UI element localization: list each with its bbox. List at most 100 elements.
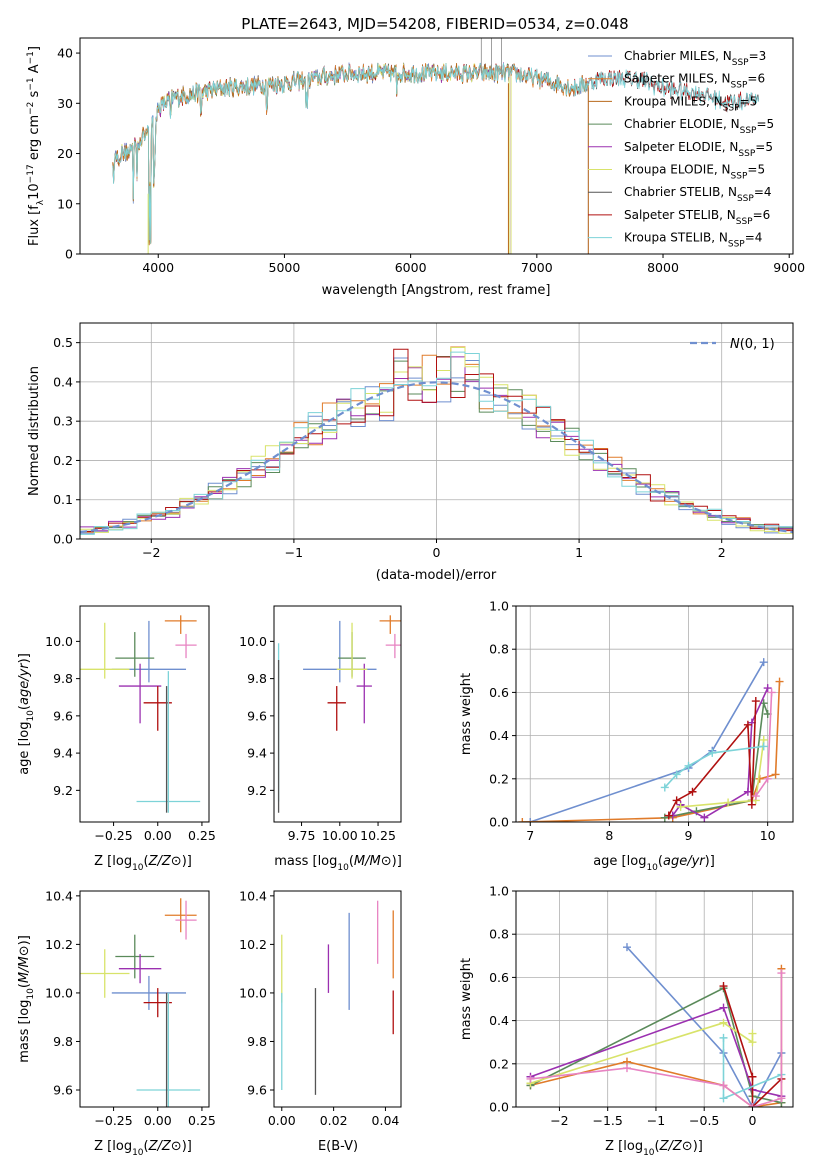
plot-area	[526, 943, 786, 1107]
data-point	[763, 774, 772, 783]
series-line	[722, 985, 782, 1107]
y-tick-label: 0.2	[489, 1056, 509, 1071]
axes-frame: −2 −1.5 −1 −0.5 0 0.0 0.2 0.4 0.6 0.8 1.0	[489, 884, 794, 1128]
label-part: Chabrier STELIB, N	[624, 185, 737, 199]
age-weight-panel: 7 8 9 10 0.0 0.2 0.4 0.6 0.8 1.0	[489, 599, 794, 843]
spectrum-kroupa-stelib	[112, 62, 760, 244]
label-part: M/M⊙	[17, 945, 32, 983]
y-tick-label: 0.4	[489, 728, 509, 743]
data-point	[747, 800, 756, 809]
y-axis-label: mass weight	[459, 958, 474, 1040]
label-part: =6	[753, 208, 771, 222]
z-age-panel: −0.25 0.00 0.25 9.2 9.4 9.6 9.8 10.0	[45, 605, 216, 843]
label-part: 10	[26, 988, 36, 1000]
plot-area	[112, 38, 760, 254]
x-tick-label: 2	[718, 545, 726, 560]
data-point	[771, 770, 780, 779]
x-tick-label: 10.25	[360, 828, 396, 843]
x-tick-label: −2	[550, 1113, 568, 1128]
x-tick-label: 0	[433, 545, 441, 560]
data-point	[719, 1081, 728, 1090]
legend-entry-chabrier-miles: Chabrier MILES, NSSP=3	[624, 49, 766, 68]
label-part: 10	[646, 863, 658, 873]
axes-frame-rect	[79, 890, 210, 1108]
y-tick-label: 9.4	[247, 746, 267, 761]
y-tick-label: 10.0	[45, 985, 73, 1000]
label-part: 10	[132, 863, 144, 873]
label-part: s	[27, 90, 42, 101]
y-tick-label: 0.1	[53, 492, 73, 507]
label-part: )]	[392, 854, 402, 869]
data-point	[719, 1033, 728, 1042]
plot-area	[80, 615, 201, 813]
series-pink	[751, 688, 776, 801]
y-axis-label: mass [log10(M/M⊙)]	[17, 935, 36, 1063]
errorbar-pink	[175, 900, 197, 940]
plot-area	[518, 658, 784, 822]
y-tick-label: 10.0	[45, 634, 73, 649]
y-tick-label: 0.0	[489, 1100, 509, 1115]
x-tick-label: 0.00	[268, 1113, 296, 1128]
axes-frame: −0.25 0.00 0.25 9.2 9.4 9.6 9.8 10.0	[45, 605, 216, 843]
label-part: Chabrier ELODIE, N	[624, 117, 740, 131]
errorbar-chabrier-elodie	[115, 632, 155, 677]
label-part: Salpeter STELIB, N	[624, 208, 736, 222]
data-point	[688, 787, 697, 796]
label-part: SSP	[728, 240, 745, 250]
y-tick-label: 10.2	[239, 937, 267, 952]
x-tick-label: 0.04	[372, 1113, 400, 1128]
x-axis-label: Z [log10(Z/Z⊙)]	[94, 1139, 192, 1158]
y-tick-label: 1.0	[489, 884, 509, 899]
label-part: =5	[747, 163, 765, 177]
axes-frame: 4000 5000 6000 7000 8000 9000 0 10 20 30 40	[57, 37, 805, 275]
y-tick-label: 0.0	[53, 532, 73, 547]
y-tick-label: 20	[57, 146, 73, 161]
label-part: age [log	[593, 854, 646, 869]
label-part: Kroupa MILES, N	[624, 94, 723, 108]
legend-entry-normal: N(0, 1)	[730, 337, 775, 352]
axes-frame: 9.75 10.00 10.25 9.2 9.4 9.6 9.8 10.0	[239, 605, 402, 843]
label-part: Salpeter MILES, N	[624, 72, 731, 86]
y-tick-label: 40	[57, 46, 73, 61]
label-part: erg cm	[27, 115, 42, 164]
data-point	[759, 658, 768, 667]
y-tick-label: 9.6	[53, 1083, 73, 1098]
errorbar-salpeter-miles	[379, 615, 401, 634]
label-part: )]	[182, 854, 192, 869]
x-tick-label: −0.25	[94, 1113, 132, 1128]
y-tick-label: 0.5	[53, 335, 73, 350]
legend-entry-salpeter-elodie: Salpeter ELODIE, NSSP=5	[624, 140, 773, 159]
errorbar-kroupa-stelib	[136, 992, 201, 1107]
label-part: (	[144, 1139, 149, 1154]
data-point	[664, 811, 673, 820]
label-part: Flux [f	[27, 205, 42, 246]
data-point	[751, 697, 760, 706]
x-tick-label: 5000	[269, 260, 301, 275]
z-mass-panel: −0.25 0.00 0.25 9.6 9.8 10.0 10.2 10.4	[45, 888, 216, 1128]
data-point	[622, 1064, 631, 1073]
axes-frame-rect	[515, 890, 794, 1108]
data-point	[759, 742, 768, 751]
data-point	[748, 1103, 757, 1107]
legend: Chabrier MILES, NSSP=3 Salpeter MILES, N S…	[588, 49, 774, 250]
x-tick-label: 0.00	[144, 1113, 172, 1128]
x-axis-label: E(B-V)	[318, 1139, 358, 1154]
data-point	[684, 761, 693, 770]
label-part: Z [log	[605, 1139, 643, 1154]
y-tick-label: 0.0	[489, 815, 509, 830]
y-tick-label: 9.8	[247, 671, 267, 686]
errorbar-kroupa-stelib	[136, 671, 201, 813]
series-line	[667, 700, 757, 816]
y-tick-label: 9.2	[53, 783, 73, 798]
label-part: (0, 1)	[740, 337, 775, 352]
label-part: Z/Z⊙	[659, 1139, 693, 1154]
errorbar-chabrier-miles	[111, 975, 187, 1010]
y-tick-label: 9.6	[247, 708, 267, 723]
y-tick-label: 30	[57, 96, 73, 111]
label-part: 10	[27, 183, 42, 200]
errorbar-kroupa-elodie	[80, 622, 130, 679]
legend-entry-salpeter-stelib: Salpeter STELIB, NSSP=6	[624, 208, 770, 227]
y-tick-label: 9.8	[53, 1034, 73, 1049]
